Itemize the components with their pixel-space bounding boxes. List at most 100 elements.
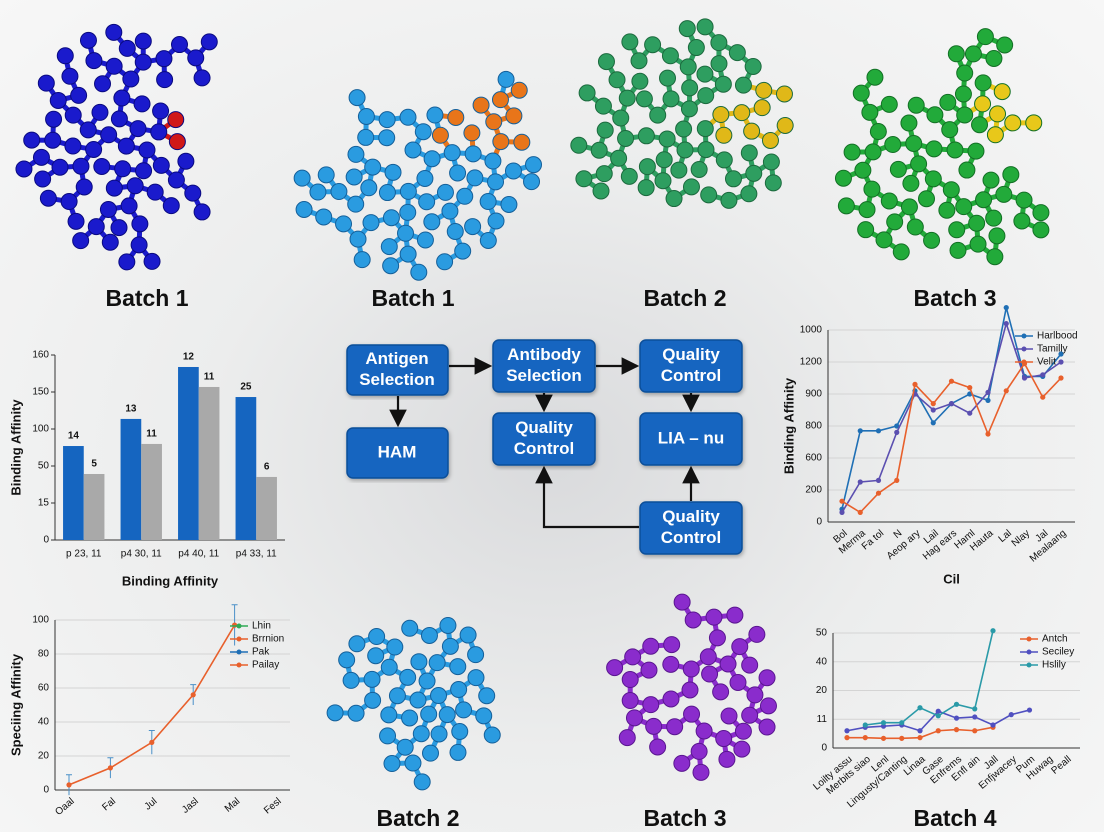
atom <box>382 257 400 275</box>
atom <box>976 28 994 46</box>
atom <box>416 231 434 249</box>
atom <box>39 189 57 207</box>
atom <box>753 99 771 117</box>
atom <box>715 730 733 748</box>
atom <box>971 116 989 134</box>
atom <box>684 611 702 629</box>
legend-label: Pailay <box>252 660 279 671</box>
atom <box>525 156 543 174</box>
atom <box>712 683 730 701</box>
batch-label: Batch 1 <box>371 285 454 311</box>
atom <box>926 106 944 124</box>
data-point <box>149 739 155 746</box>
atom <box>510 81 528 99</box>
atom <box>968 214 986 232</box>
atom <box>670 161 688 179</box>
atom <box>472 96 490 114</box>
atom <box>638 158 656 176</box>
atom <box>679 58 697 76</box>
atom <box>625 709 643 727</box>
atom <box>364 691 382 709</box>
atom <box>682 178 700 196</box>
legend-label: Pak <box>252 647 270 658</box>
atom <box>410 263 428 281</box>
atom <box>295 200 313 218</box>
atom <box>1002 166 1020 184</box>
atom <box>455 701 473 719</box>
x-tick-label: Mealaang <box>1028 528 1069 565</box>
atom <box>858 201 876 219</box>
legend-label: Velit <box>1037 357 1056 368</box>
molecule <box>293 70 543 281</box>
atom <box>834 169 852 187</box>
atom <box>917 190 935 208</box>
y-tick-label: 1000 <box>800 325 823 336</box>
atom <box>635 90 653 108</box>
data-point <box>1003 321 1009 327</box>
atom <box>866 68 884 86</box>
data-point <box>875 428 882 434</box>
atom <box>152 156 170 174</box>
batch-label: Batch 4 <box>913 805 996 831</box>
atom <box>397 224 415 242</box>
atom <box>662 90 680 108</box>
atom <box>662 690 680 708</box>
data-point <box>844 728 850 734</box>
atom <box>1025 114 1043 132</box>
atom <box>479 193 497 211</box>
data-point <box>953 715 960 721</box>
x-tick-label: Jul <box>143 796 160 813</box>
atom <box>578 84 596 102</box>
atom <box>134 32 152 50</box>
atom <box>710 34 728 52</box>
legend-swatch <box>1026 649 1032 655</box>
legend-label: Brrnion <box>252 634 284 645</box>
atom <box>762 153 780 171</box>
atom <box>467 646 485 664</box>
atom <box>759 697 777 715</box>
atom <box>746 686 764 704</box>
atom <box>362 214 380 232</box>
atom <box>597 53 615 71</box>
data-point <box>972 706 978 712</box>
atom <box>741 706 759 724</box>
atom <box>380 706 398 724</box>
atom <box>23 131 41 149</box>
atom <box>967 142 985 160</box>
atom <box>708 629 726 647</box>
arrow <box>535 465 639 529</box>
data-point <box>912 381 918 387</box>
data-point <box>990 628 996 634</box>
flow-node <box>492 339 596 393</box>
atom <box>995 185 1013 203</box>
atom <box>733 104 751 122</box>
atom <box>621 671 639 689</box>
data-point <box>985 431 991 437</box>
atom <box>60 193 78 211</box>
x-tick-label: Fal <box>100 796 118 813</box>
atom <box>475 707 493 725</box>
atom <box>869 123 887 141</box>
atom <box>446 222 464 240</box>
data-point <box>967 410 973 416</box>
atom <box>886 213 904 231</box>
atom <box>993 83 1011 101</box>
atom <box>64 106 82 124</box>
atom <box>1032 221 1050 239</box>
bar-label: 13 <box>125 404 137 415</box>
atom <box>902 174 920 192</box>
atom <box>621 692 639 710</box>
legend-swatch <box>1021 333 1027 339</box>
flow-node <box>346 344 449 396</box>
y-tick-label: 800 <box>805 421 822 432</box>
atom <box>621 33 639 51</box>
atom <box>100 126 118 144</box>
molecule <box>606 593 777 781</box>
y-tick-label: 0 <box>816 517 822 528</box>
atom <box>484 152 502 170</box>
molecule <box>570 18 794 209</box>
atom <box>697 141 715 159</box>
atom <box>596 121 614 139</box>
y-tick-label: 200 <box>805 485 822 496</box>
